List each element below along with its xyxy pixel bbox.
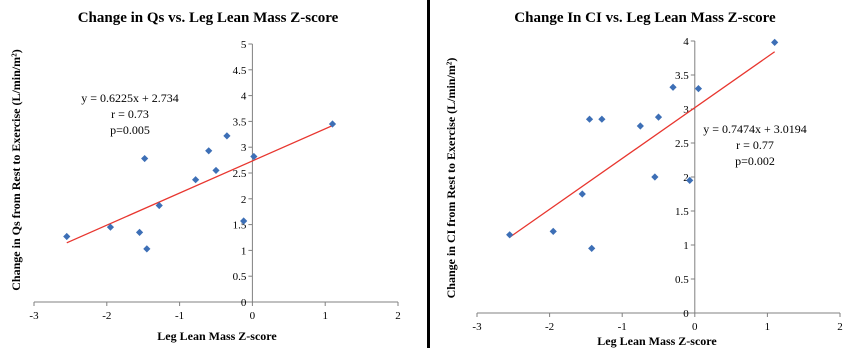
chart-1-y-tick-label: 4.5 xyxy=(233,65,247,77)
chart-1-trendline xyxy=(67,126,333,243)
chart-2-y-tick-label: 4 xyxy=(683,36,689,48)
chart-1-y-tick-label: 4 xyxy=(241,91,247,103)
chart-1-title: Change in Qs vs. Leg Lean Mass Z-score xyxy=(78,10,339,26)
chart-2-x-tick-label: 1 xyxy=(765,321,771,333)
chart-1-x-tick-label: 1 xyxy=(322,310,328,322)
chart-1-x-tick-label: -2 xyxy=(102,310,111,322)
chart-ci: Change In CI vs. Leg Lean Mass Z-score -3… xyxy=(435,0,844,348)
chart-2-x-tick-label: 0 xyxy=(692,321,698,333)
chart-1-equation-line: y = 0.6225x + 2.734 xyxy=(81,91,179,105)
chart-1-data-point xyxy=(212,167,219,174)
chart-1-x-tick-label: -3 xyxy=(29,310,39,322)
chart-2-title: Change In CI vs. Leg Lean Mass Z-score xyxy=(514,10,776,26)
chart-2-equation-line: p=0.002 xyxy=(735,154,775,168)
chart-1-data-point xyxy=(141,155,148,162)
chart-1-y-tick-label: 1 xyxy=(241,245,247,257)
chart-2-y-tick-label: 2.5 xyxy=(675,138,689,150)
chart-2-x-axis-title: Leg Lean Mass Z-score xyxy=(597,334,717,348)
chart-2-data-point xyxy=(669,84,676,91)
chart-1-data-point xyxy=(223,132,230,139)
chart-1-data-point xyxy=(205,147,212,154)
chart-1-y-tick-label: 0 xyxy=(241,297,247,309)
chart-1-data-point xyxy=(143,245,150,252)
chart-1-x-tick-label: 2 xyxy=(395,310,401,322)
chart-2-y-tick-label: 3.5 xyxy=(675,70,689,82)
chart-2-data-point xyxy=(695,85,702,92)
chart-2-data-point xyxy=(637,122,644,129)
chart-1-y-tick-label: 3.5 xyxy=(233,116,247,128)
chart-1-x-tick-label: 0 xyxy=(250,310,256,322)
chart-2-data-point xyxy=(588,245,595,252)
chart-1-x-tick-label: -1 xyxy=(175,310,184,322)
chart-2-data-point xyxy=(579,190,586,197)
chart-1-y-tick-label: 5 xyxy=(241,39,247,51)
chart-2-data-point xyxy=(550,228,557,235)
chart-2-x-tick-label: 2 xyxy=(837,321,843,333)
chart-1-y-tick-label: 2 xyxy=(241,194,247,206)
chart-1-data-point xyxy=(63,233,70,240)
chart-2-trendline xyxy=(510,52,775,238)
chart-1-x-axis-title: Leg Lean Mass Z-score xyxy=(157,329,277,343)
chart-2-y-tick-label: 1.5 xyxy=(675,206,689,218)
panel-divider xyxy=(427,0,430,348)
chart-2-x-tick-label: -1 xyxy=(618,321,627,333)
chart-1-equation-line: r = 0.73 xyxy=(111,107,149,121)
chart-2-data-point xyxy=(651,173,658,180)
chart-2-y-axis-title: Change in CI from Rest to Exercise (L/mi… xyxy=(444,58,458,299)
chart-1-y-tick-label: 2.5 xyxy=(233,168,247,180)
chart-2-equation-line: y = 0.7474x + 3.0194 xyxy=(703,122,807,136)
chart-2-y-tick-label: 0.5 xyxy=(675,274,689,286)
chart-2-y-tick-label: 0 xyxy=(683,308,689,320)
chart-ci-panel: Change In CI vs. Leg Lean Mass Z-score -3… xyxy=(435,0,844,348)
chart-1-data-point xyxy=(192,176,199,183)
chart-2-data-point xyxy=(598,116,605,123)
chart-2-x-tick-label: -3 xyxy=(472,321,482,333)
chart-2-data-point xyxy=(506,231,513,238)
chart-2-equation-line: r = 0.77 xyxy=(736,138,774,152)
chart-1-data-point xyxy=(136,229,143,236)
chart-2-y-tick-label: 1 xyxy=(683,240,689,252)
chart-1-y-tick-label: 0.5 xyxy=(233,271,247,283)
chart-qs: Change in Qs vs. Leg Lean Mass Z-score -3… xyxy=(0,0,420,348)
chart-2-x-tick-label: -2 xyxy=(545,321,554,333)
chart-2-data-point xyxy=(586,116,593,123)
chart-qs-panel: Change in Qs vs. Leg Lean Mass Z-score -3… xyxy=(0,0,420,348)
chart-1-y-axis-title: Change in Qs from Rest to Exercise (L/mi… xyxy=(9,49,23,290)
chart-1-equation-line: p=0.005 xyxy=(110,123,150,137)
chart-2-data-point xyxy=(655,114,662,121)
chart-2-data-point xyxy=(771,39,778,46)
chart-1-y-tick-label: 3 xyxy=(241,142,247,154)
